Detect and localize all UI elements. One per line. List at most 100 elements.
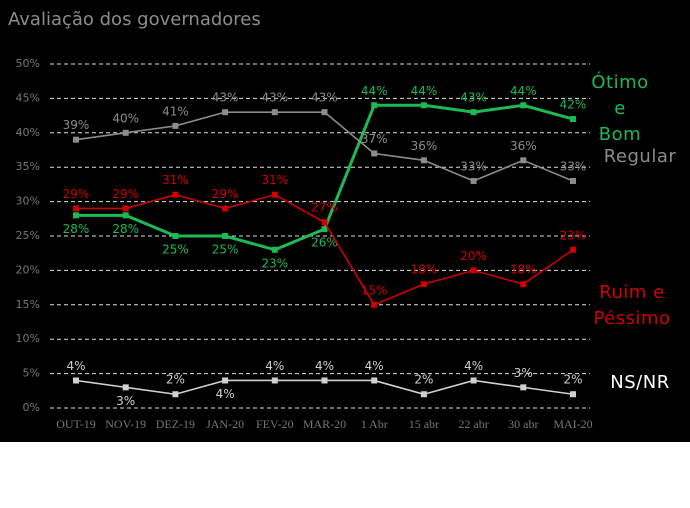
y-tick-label: 50%: [16, 57, 40, 70]
point: [172, 122, 179, 129]
data-label: 33%: [560, 159, 587, 173]
y-tick-label: 0%: [23, 401, 40, 414]
data-label: 4%: [365, 359, 384, 373]
point: [73, 136, 79, 143]
point: [570, 116, 576, 123]
data-label: 25%: [212, 243, 239, 257]
data-label: 33%: [460, 159, 487, 173]
data-label: 18%: [411, 263, 438, 277]
data-label: 43%: [460, 91, 487, 105]
data-label: 3%: [116, 394, 135, 408]
data-label: 36%: [411, 139, 438, 153]
point: [122, 205, 129, 212]
y-tick-label: 5%: [23, 367, 40, 380]
data-label: 29%: [212, 187, 239, 201]
point: [570, 246, 576, 253]
data-label: 43%: [261, 91, 288, 105]
x-tick-label: JAN-20: [206, 417, 244, 431]
data-label: 44%: [411, 84, 438, 98]
point: [420, 157, 427, 164]
data-label: 2%: [166, 373, 185, 387]
point: [73, 205, 79, 212]
y-tick-label: 10%: [16, 332, 40, 345]
point: [172, 391, 179, 398]
point: [470, 377, 477, 384]
point: [420, 281, 427, 288]
legend-label: Ótimo e Bom: [591, 72, 649, 145]
x-tick-label: MAI-20: [553, 417, 592, 431]
data-label: 20%: [460, 249, 487, 263]
point: [172, 233, 179, 239]
point: [520, 157, 527, 164]
point: [520, 102, 527, 109]
data-label: 31%: [162, 173, 189, 187]
y-tick-label: 45%: [16, 91, 40, 104]
point: [520, 281, 527, 288]
point: [371, 102, 378, 109]
data-label: 40%: [112, 111, 139, 125]
data-label: 37%: [361, 132, 388, 146]
data-label: 44%: [510, 84, 537, 98]
point: [271, 109, 278, 116]
point: [321, 109, 328, 116]
data-label: 25%: [162, 243, 189, 257]
legend-label: Regular: [603, 146, 677, 167]
data-label: 36%: [510, 139, 537, 153]
point: [371, 377, 378, 384]
data-label: 42%: [560, 98, 587, 112]
data-label: 31%: [261, 173, 288, 187]
x-tick-label: MAR-20: [303, 417, 346, 431]
point: [371, 150, 378, 157]
point: [570, 391, 576, 398]
data-label: 39%: [63, 118, 90, 132]
data-label: 23%: [560, 228, 587, 242]
data-label: 23%: [261, 256, 288, 270]
data-label: 26%: [311, 236, 338, 250]
x-tick-label: 15 abr: [409, 417, 439, 431]
data-label: 3%: [514, 366, 533, 380]
chart: Avaliação dos governadores 0% 5% 10% 15% 20%…: [0, 0, 690, 442]
y-tick-label: 25%: [16, 229, 40, 242]
point: [122, 212, 129, 219]
data-label: 27%: [311, 201, 338, 215]
point: [420, 102, 427, 109]
point: [470, 177, 477, 184]
x-tick-label: DEZ-19: [156, 417, 195, 431]
data-label: 4%: [265, 359, 284, 373]
data-label: 4%: [464, 359, 483, 373]
x-tick-label: NOV-19: [105, 417, 146, 431]
data-label: 29%: [63, 187, 90, 201]
data-label: 2%: [563, 373, 582, 387]
point: [222, 377, 229, 384]
data-label: 2%: [414, 373, 433, 387]
y-tick-label: 40%: [16, 126, 40, 139]
y-tick-label: 30%: [16, 195, 40, 208]
data-label: 43%: [311, 91, 338, 105]
data-label: 18%: [510, 263, 537, 277]
legend-label: NS/NR: [610, 372, 670, 393]
point: [271, 246, 278, 253]
x-tick-label: FEV-20: [256, 417, 294, 431]
point: [172, 191, 179, 198]
point: [73, 212, 79, 219]
data-label: 4%: [66, 359, 85, 373]
point: [470, 109, 477, 116]
data-label: 28%: [63, 222, 90, 236]
x-tick-label: 22 abr: [458, 417, 488, 431]
point: [321, 377, 328, 384]
chart-title: Avaliação dos governadores: [8, 9, 261, 30]
point: [321, 219, 328, 226]
point: [122, 384, 129, 391]
legend-label: Ruim e Péssimo: [593, 282, 671, 329]
point: [470, 267, 477, 274]
y-tick-label: 35%: [16, 160, 40, 173]
x-tick-label: 1 Abr: [361, 417, 388, 431]
point: [222, 109, 229, 116]
data-label: 41%: [162, 104, 189, 118]
point: [371, 301, 378, 308]
y-tick-label: 15%: [16, 298, 40, 311]
x-tick-label: OUT-19: [56, 417, 96, 431]
point: [222, 233, 229, 239]
data-label: 28%: [112, 222, 139, 236]
